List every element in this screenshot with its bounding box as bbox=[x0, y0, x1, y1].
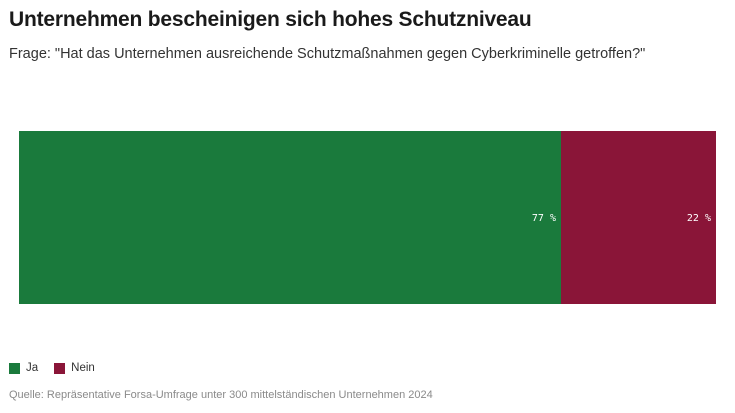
bar-label-ja: 77 % bbox=[532, 213, 556, 224]
legend-item-nein: Nein bbox=[54, 362, 95, 374]
bar-segment-nein bbox=[561, 131, 716, 304]
chart-title: Unternehmen bescheinigen sich hohes Schu… bbox=[9, 8, 532, 31]
legend-label-ja: Ja bbox=[26, 362, 39, 374]
legend-label-nein: Nein bbox=[71, 362, 95, 374]
bar-label-nein: 22 % bbox=[687, 213, 711, 224]
stacked-bar-chart: 77 % 22 % bbox=[19, 131, 716, 304]
legend-swatch-ja bbox=[9, 362, 20, 374]
chart-subtitle: Frage: "Hat das Unternehmen ausreichende… bbox=[9, 46, 646, 62]
legend: Ja Nein bbox=[9, 362, 111, 374]
source-note: Quelle: Repräsentative Forsa-Umfrage unt… bbox=[9, 389, 433, 401]
legend-item-ja: Ja bbox=[9, 362, 38, 374]
bar-segment-ja bbox=[19, 131, 561, 304]
legend-swatch-nein bbox=[54, 362, 66, 374]
